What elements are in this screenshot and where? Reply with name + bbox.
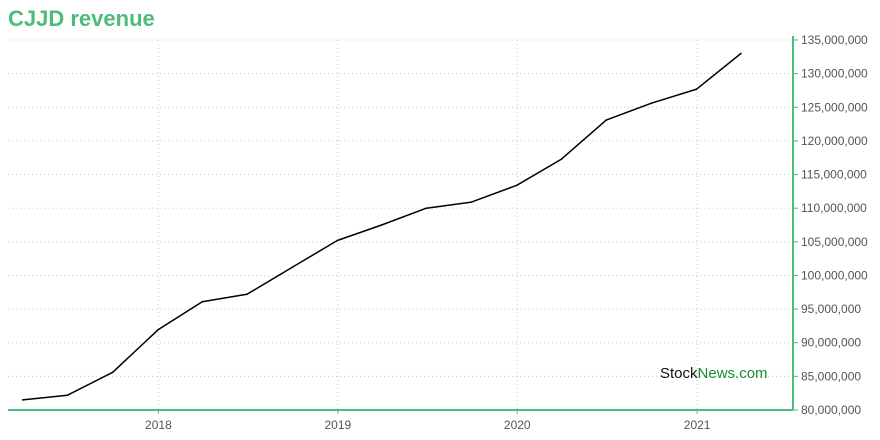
y-tick-label: 100,000,000 <box>801 268 868 282</box>
data-point <box>425 207 428 209</box>
data-point <box>246 293 248 296</box>
data-point <box>336 239 339 242</box>
watermark-part-2: News <box>697 365 736 382</box>
y-tick-label: 85,000,000 <box>801 369 861 383</box>
watermark-part-1: Stock <box>660 365 698 382</box>
data-point <box>291 266 293 269</box>
x-tick-label: 2020 <box>504 418 531 432</box>
watermark-part-3: .com <box>735 365 768 382</box>
data-point <box>740 52 742 55</box>
data-point <box>111 371 114 374</box>
data-point <box>66 394 69 397</box>
data-point <box>201 300 203 303</box>
y-tick-label: 135,000,000 <box>801 33 868 47</box>
y-tick-label: 80,000,000 <box>801 403 861 417</box>
y-tick-label: 95,000,000 <box>801 302 861 316</box>
data-point <box>470 201 473 203</box>
y-tick-label: 105,000,000 <box>801 235 868 249</box>
y-tick-label: 115,000,000 <box>801 168 867 182</box>
x-tick-label: 2019 <box>324 418 351 432</box>
y-tick-label: 90,000,000 <box>801 336 861 350</box>
x-tick-label: 2021 <box>684 418 711 432</box>
y-tick-label: 125,000,000 <box>801 100 868 114</box>
y-tick-label: 110,000,000 <box>801 201 867 215</box>
data-point <box>560 158 563 160</box>
data-point <box>21 399 24 401</box>
chart-title: CJJD revenue <box>8 6 155 31</box>
watermark: StockNews.com <box>660 365 768 382</box>
revenue-line <box>22 52 742 401</box>
data-point <box>380 224 383 226</box>
x-tick-label: 2018 <box>145 418 172 432</box>
y-tick-label: 130,000,000 <box>801 67 868 81</box>
y-tick-label: 120,000,000 <box>801 134 868 148</box>
data-point <box>515 184 518 187</box>
data-point <box>695 88 698 90</box>
data-point <box>650 102 653 105</box>
data-point <box>605 119 608 121</box>
data-point <box>157 329 159 331</box>
